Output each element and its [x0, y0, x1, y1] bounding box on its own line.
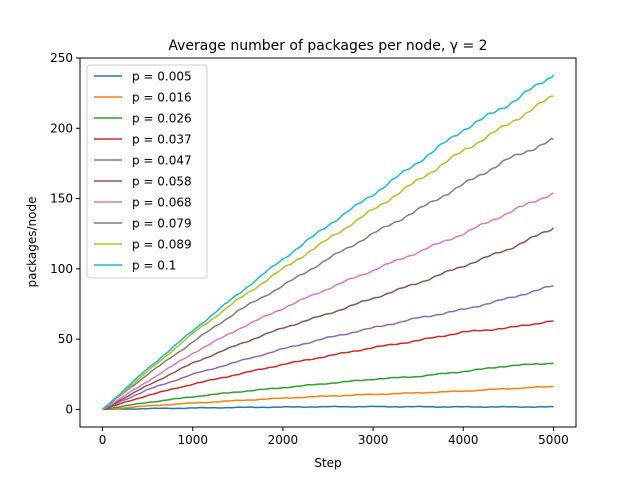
- y-tick-label: 0: [65, 402, 73, 416]
- y-tick-label: 100: [50, 262, 73, 276]
- series-line-4: [102, 320, 554, 411]
- legend-label: p = 0.089: [132, 238, 192, 252]
- legend-label: p = 0.079: [132, 217, 192, 231]
- series-line-6: [102, 227, 554, 411]
- series-line-5: [102, 285, 554, 411]
- legend-label: p = 0.037: [132, 133, 192, 147]
- series-line-10: [102, 74, 555, 410]
- x-tick-label: 1000: [177, 433, 208, 447]
- series-line-3: [102, 362, 554, 411]
- legend: p = 0.005 p = 0.016 p = 0.026 p = 0.037 p = …: [86, 64, 208, 279]
- legend-label: p = 0.058: [132, 175, 192, 189]
- x-tick-label: 2000: [268, 433, 299, 447]
- y-tick-label: 250: [50, 51, 73, 65]
- chart-title: Average number of packages per node, γ =…: [168, 38, 487, 54]
- legend-label: p = 0.026: [132, 112, 192, 126]
- x-tick-label: 4000: [448, 433, 479, 447]
- series-line-2: [102, 385, 554, 411]
- series-line-1: [102, 405, 554, 411]
- series-line-9: [102, 95, 554, 410]
- x-tick-label: 5000: [538, 433, 569, 447]
- axes: 0 1000 2000 3000 4000 5000 0 50 100 150 200 250: [50, 51, 577, 447]
- y-tick-label: 150: [50, 192, 73, 206]
- legend-label: p = 0.016: [132, 91, 192, 105]
- y-axis-label: packages/node: [25, 197, 39, 288]
- legend-label: p = 0.1: [132, 259, 176, 273]
- series-line-8: [102, 137, 554, 411]
- series-line-7: [102, 192, 554, 411]
- legend-label: p = 0.047: [132, 154, 192, 168]
- y-tick-label: 50: [58, 332, 73, 346]
- plot-frame: [79, 57, 577, 428]
- x-tick-label: 3000: [358, 433, 389, 447]
- series-lines: [102, 74, 555, 411]
- legend-label: p = 0.068: [132, 196, 192, 210]
- x-axis-label: Step: [314, 456, 341, 470]
- legend-label: p = 0.005: [132, 70, 192, 84]
- y-tick-label: 200: [50, 121, 73, 135]
- x-tick-label: 0: [99, 433, 107, 447]
